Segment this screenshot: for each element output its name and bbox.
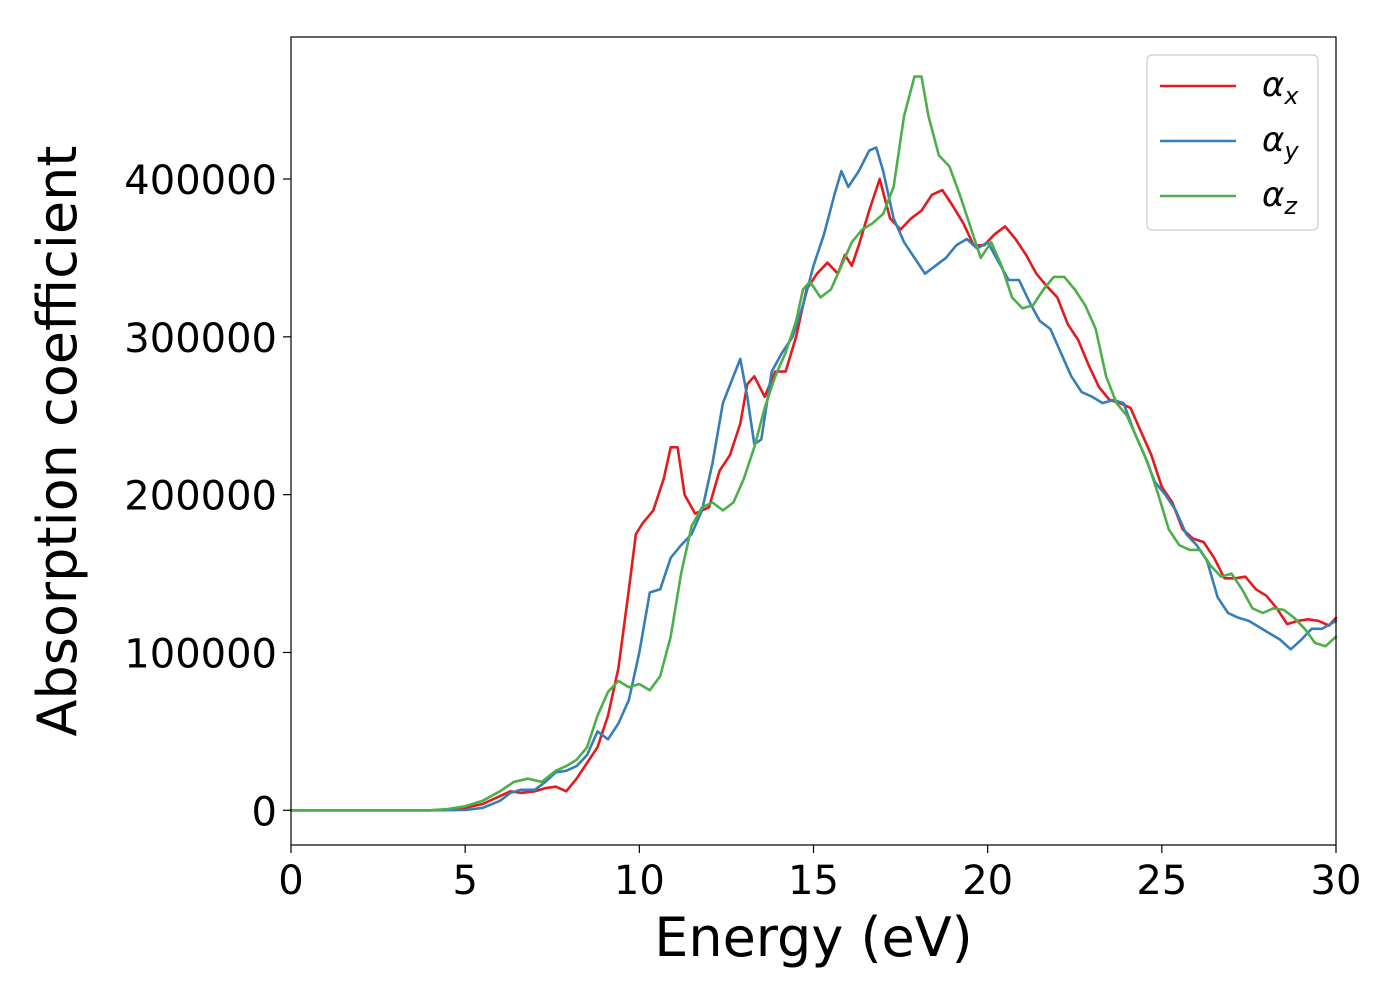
x-tick-label: 20	[962, 858, 1013, 904]
x-tick-label: 30	[1311, 858, 1362, 904]
series-layer	[289, 75, 1338, 812]
legend-box	[1146, 54, 1319, 231]
series-line-y	[289, 146, 1338, 812]
y-tick-label: 100000	[124, 631, 277, 677]
y-tick-label: 300000	[124, 316, 277, 362]
x-tick-label: 15	[788, 858, 839, 904]
y-tick-label: 0	[252, 789, 277, 835]
legend-label-y: αy	[1262, 120, 1299, 165]
series-line-z	[289, 75, 1338, 812]
x-tick-label: 25	[1136, 858, 1187, 904]
legend-label-x: αx	[1262, 65, 1299, 110]
legend-label-z: αz	[1262, 175, 1298, 220]
y-axis-title: Absorption coefficient	[26, 146, 89, 737]
x-axis-title: Energy (eV)	[654, 906, 973, 969]
x-tick-label: 10	[614, 858, 665, 904]
legend: αx αy αz	[1146, 54, 1319, 231]
x-tick-label: 5	[452, 858, 477, 904]
x-axis: 0 5 10 15 20 25 30	[278, 845, 1361, 904]
y-axis: 0 100000 200000 300000 400000	[124, 158, 291, 835]
y-tick-label: 400000	[124, 158, 277, 204]
y-tick-label: 200000	[124, 474, 277, 520]
x-tick-label: 0	[278, 858, 303, 904]
